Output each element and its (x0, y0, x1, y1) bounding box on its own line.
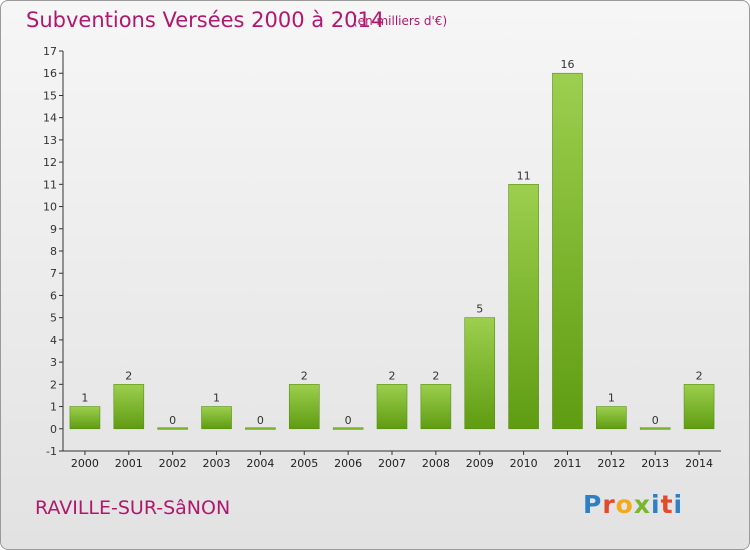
x-tick-label: 2012 (597, 457, 625, 470)
y-tick-label: 11 (43, 178, 57, 191)
data-label: 1 (608, 392, 615, 405)
data-label: 16 (560, 58, 574, 71)
data-label: 2 (696, 369, 703, 382)
bar (69, 406, 101, 430)
y-tick-label: 13 (43, 134, 57, 147)
y-tick-label: -1 (46, 445, 57, 458)
data-label: 0 (257, 414, 264, 427)
data-label: 2 (389, 369, 396, 382)
x-tick-label: 2014 (685, 457, 713, 470)
bar (464, 317, 496, 430)
data-label: 0 (169, 414, 176, 427)
bar (113, 384, 145, 430)
location-label: RAVILLE-SUR-SâNON (35, 497, 231, 519)
bar (201, 406, 232, 430)
x-tick-label: 2009 (466, 457, 494, 470)
data-label: 0 (345, 414, 352, 427)
x-tick-label: 2001 (115, 457, 143, 470)
bar (552, 72, 583, 430)
data-label: 0 (652, 414, 659, 427)
bar (245, 427, 276, 430)
x-tick-label: 2007 (378, 457, 406, 470)
bar (683, 384, 715, 430)
chart-subtitle: (en milliers d'€) (353, 14, 448, 28)
x-tick-label: 2002 (159, 457, 187, 470)
data-label: 1 (213, 392, 220, 405)
bar (332, 427, 364, 430)
bar (596, 406, 627, 430)
y-tick-label: 14 (43, 112, 57, 125)
data-label: 2 (125, 369, 132, 382)
y-tick-label: 6 (50, 289, 57, 302)
data-label: 2 (301, 369, 308, 382)
x-tick-label: 2006 (334, 457, 362, 470)
bar (639, 427, 671, 430)
data-label: 2 (432, 369, 439, 382)
data-label: 5 (476, 303, 483, 316)
chart-bars (69, 72, 715, 430)
y-tick-label: 4 (50, 334, 57, 347)
y-tick-label: 17 (43, 45, 57, 58)
y-tick-label: 3 (50, 356, 57, 369)
y-tick-label: 1 (50, 401, 57, 414)
bar (288, 384, 320, 430)
y-tick-label: 5 (50, 312, 57, 325)
x-tick-label: 2004 (246, 457, 274, 470)
x-tick-label: 2011 (553, 457, 581, 470)
chart-title: Subventions Versées 2000 à 2014 (26, 8, 385, 32)
y-tick-label: 2 (50, 378, 57, 391)
x-tick-label: 2010 (510, 457, 538, 470)
y-tick-label: 15 (43, 89, 57, 102)
y-tick-label: 16 (43, 67, 57, 80)
x-tick-label: 2008 (422, 457, 450, 470)
x-tick-label: 2013 (641, 457, 669, 470)
bar (157, 427, 188, 430)
y-tick-label: 8 (50, 245, 57, 258)
data-label: 1 (81, 392, 88, 405)
y-tick-label: 9 (50, 223, 57, 236)
data-label: 11 (517, 169, 531, 182)
x-tick-label: 2000 (71, 457, 99, 470)
x-tick-label: 2003 (203, 457, 231, 470)
y-tick-label: 0 (50, 423, 57, 436)
y-tick-label: 10 (43, 201, 57, 214)
y-tick-label: 7 (50, 267, 57, 280)
bar (376, 384, 408, 430)
chart-labels: 1 2000 2 2001 0 2002 1 2003 0 2004 2 2005 0 2006 2 2007… (71, 58, 713, 470)
bar (508, 184, 539, 430)
proxiti-logo: Proxiti (583, 490, 684, 519)
bar (420, 384, 452, 430)
x-tick-label: 2005 (290, 457, 318, 470)
y-tick-label: 12 (43, 156, 57, 169)
